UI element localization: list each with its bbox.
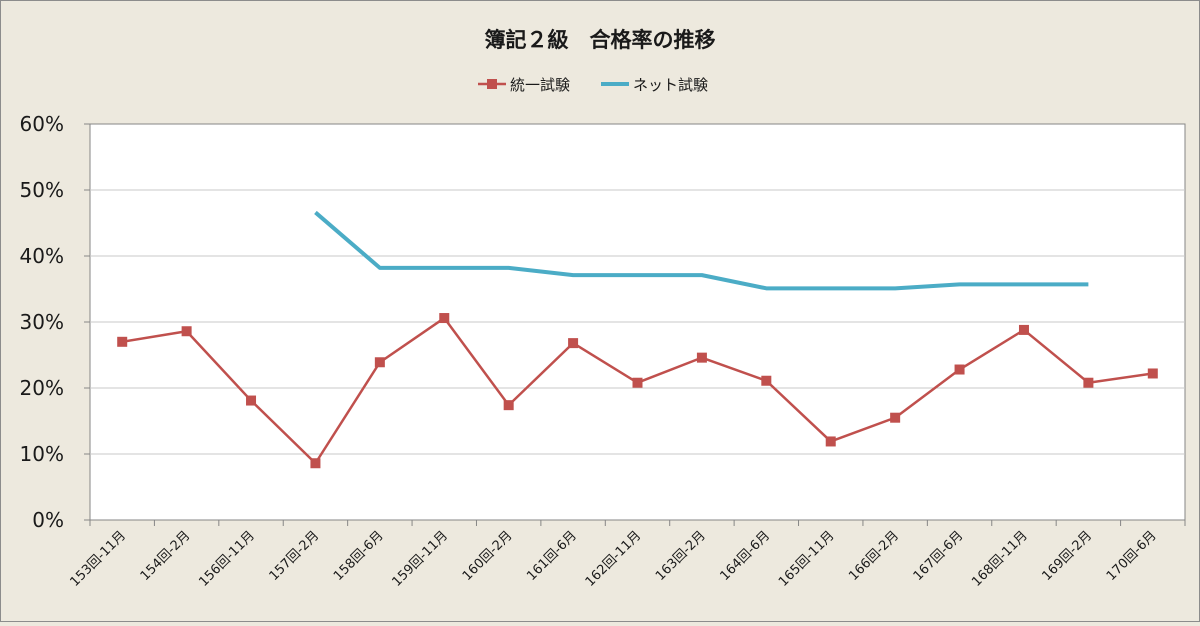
y-axis-ticks: 0% 10% 20% 30% 40% 50% 60%	[20, 112, 64, 532]
data-point	[246, 395, 257, 406]
data-point	[181, 326, 192, 337]
y-tick-label: 40%	[20, 244, 64, 268]
data-point	[761, 375, 772, 386]
data-point	[503, 400, 514, 411]
series-line	[314, 210, 1089, 291]
y-tick-label: 20%	[20, 376, 64, 400]
data-point	[954, 364, 965, 375]
y-tick-label: 10%	[20, 442, 64, 466]
data-point	[1018, 324, 1029, 335]
series-unified	[117, 313, 1158, 469]
data-point	[696, 352, 707, 363]
data-point	[117, 336, 128, 347]
data-point	[310, 458, 321, 469]
legend-label-net: ネット試験	[633, 76, 708, 94]
gridlines	[84, 123, 1185, 521]
data-point	[568, 338, 579, 349]
y-tick-label: 50%	[20, 178, 64, 202]
data-point	[825, 436, 836, 447]
data-point	[1147, 368, 1158, 379]
legend-label-unified: 統一試験	[510, 76, 570, 94]
data-point	[439, 313, 450, 324]
data-point	[890, 412, 901, 423]
y-tick-label: 30%	[20, 310, 64, 334]
chart-title: 簿記２級 合格率の推移	[485, 28, 716, 52]
series-net	[314, 210, 1089, 291]
series-layer	[117, 210, 1158, 469]
legend: 統一試験 ネット試験	[478, 76, 708, 94]
data-point	[632, 377, 643, 388]
y-tick-label: 0%	[32, 508, 64, 532]
data-point	[374, 357, 385, 368]
y-tick-label: 60%	[20, 112, 64, 136]
legend-marker-unified	[487, 79, 497, 89]
data-point	[1083, 377, 1094, 388]
